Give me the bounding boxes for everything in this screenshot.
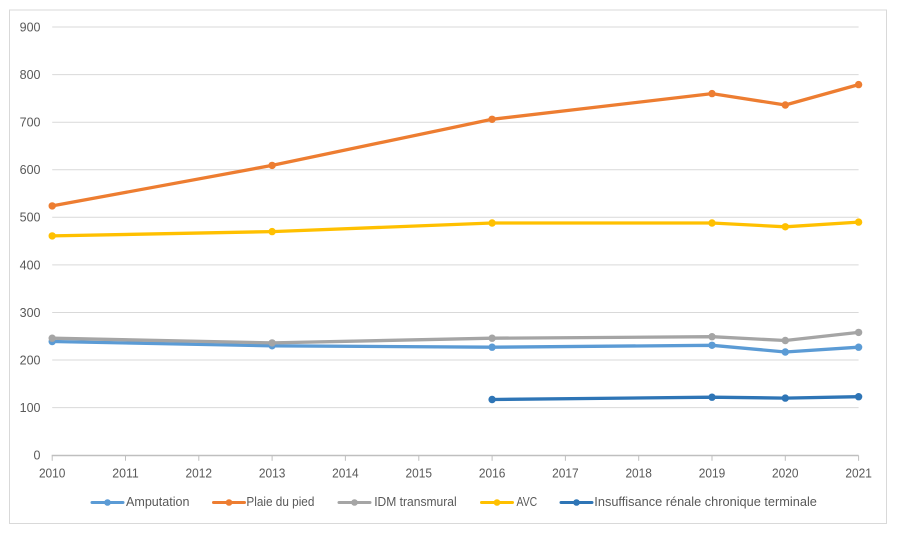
svg-text:2013: 2013	[259, 467, 286, 481]
svg-text:IDM transmural: IDM transmural	[374, 495, 457, 509]
svg-text:100: 100	[20, 401, 41, 415]
svg-text:2017: 2017	[552, 467, 579, 481]
svg-text:2015: 2015	[406, 467, 433, 481]
svg-text:Plaie du pied: Plaie du pied	[246, 495, 314, 509]
svg-text:2021: 2021	[845, 467, 872, 481]
svg-text:2014: 2014	[332, 467, 359, 481]
svg-text:2020: 2020	[772, 467, 799, 481]
svg-text:2018: 2018	[625, 467, 652, 481]
svg-text:Insuffisance rénale chronique: Insuffisance rénale chronique terminale	[594, 495, 817, 509]
svg-text:Amputation: Amputation	[126, 495, 190, 509]
svg-text:800: 800	[20, 68, 41, 82]
svg-text:0: 0	[34, 449, 41, 463]
svg-text:700: 700	[20, 116, 41, 130]
svg-text:600: 600	[20, 163, 41, 177]
svg-text:AVC: AVC	[517, 495, 538, 509]
svg-text:300: 300	[20, 306, 41, 320]
svg-text:2012: 2012	[186, 467, 213, 481]
svg-text:500: 500	[20, 211, 41, 225]
svg-text:200: 200	[20, 353, 41, 367]
svg-text:2019: 2019	[699, 467, 726, 481]
svg-text:900: 900	[20, 20, 41, 34]
svg-text:2010: 2010	[39, 467, 66, 481]
svg-text:2016: 2016	[479, 467, 506, 481]
svg-text:2011: 2011	[112, 467, 139, 481]
svg-text:400: 400	[20, 258, 41, 272]
